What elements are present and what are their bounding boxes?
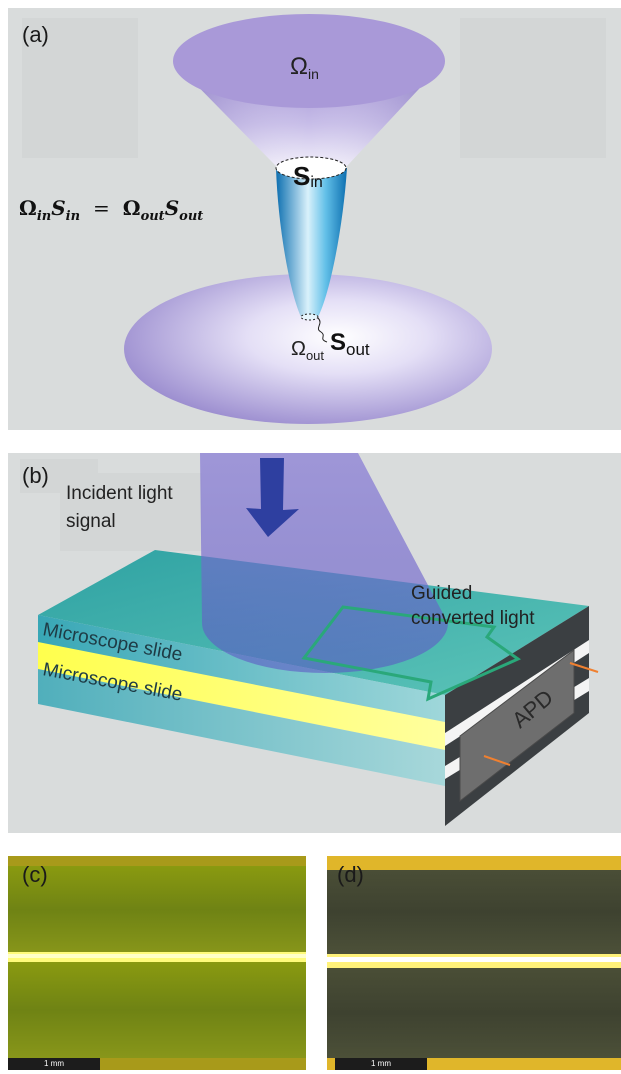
background-block-left [22,18,138,158]
guided-light-label-2: converted light [411,608,535,629]
s-out-leader-line [317,317,328,343]
svg-text:Ωout: Ωout [291,338,324,363]
s-in-aperture [275,156,347,180]
s-out-subscript: out [346,340,370,359]
background-block-right [460,18,606,158]
s-in-subscript: in [310,174,322,191]
micrograph-c [8,856,306,1070]
panel-d-label: (d) [337,862,364,887]
svg-text:Sout: Sout [330,329,370,359]
eq-s-in: S [51,196,66,220]
incident-light-beam [200,453,448,673]
slide-band-top-d [327,870,621,954]
concentrator-tube [276,168,347,317]
slide-illustration: APD Microscope slide Microscope slide Gu… [38,453,599,826]
eq-omega-out-sub: out [140,209,165,224]
omega-out-subscript: out [306,348,324,363]
omega-in-subscript: in [308,66,319,82]
etendue-equation: ΩinSin = ΩoutSout [19,196,203,224]
apd-lead-front [483,755,511,766]
panel-b-slide-detector: APD Microscope slide Microscope slide Gu… [8,453,621,833]
omega-out-label: Ω [291,338,306,360]
eq-equals: = [93,196,110,220]
panel-c-label: (c) [22,862,48,887]
eq-omega-in: Ω [19,196,37,220]
eq-omega-in-sub: in [36,209,52,224]
omega-in-label: Ω [290,53,308,80]
s-out-label: S [330,329,346,356]
panel-a-concentrator: Ωin Sin Sout Ωout (a) [8,8,621,430]
slide-band-top-c [8,866,306,954]
slide-bottom-layer [38,669,445,786]
incident-label-backdrop [60,473,202,551]
panel-d-micrograph: (d) 1 mm [327,856,621,1070]
svg-text:Sin: Sin [293,161,323,191]
apd-detector [459,648,575,803]
slide-band-bottom-d [327,968,621,1058]
s-out-aperture [300,313,319,321]
s-in-label: S [293,161,310,191]
micrograph-d [327,856,621,1070]
scale-bar-c: 1 mm [8,1058,100,1070]
omega-out-disk [124,274,492,424]
incident-light-label: Incident light signal [66,483,173,532]
panel-a-label: (a) [22,22,49,47]
eq-omega-out: Ω [122,196,141,220]
omega-in-top [173,14,445,108]
svg-text:Ωin: Ωin [290,53,319,82]
concentrator-illustration: Ωin Sin Sout Ωout [124,14,492,424]
eq-s-out: S [164,196,180,220]
eq-s-out-sub: out [179,209,204,224]
panel-c-micrograph: (c) 1 mm [8,856,306,1070]
scale-bar-d: 1 mm [335,1058,427,1070]
slide-band-bottom-c [8,962,306,1058]
eq-s-in-sub: in [65,209,81,224]
guided-light-label-1: Guided [411,583,472,604]
fluorescent-layer [38,642,445,750]
guided-light-arrow [301,605,522,702]
apd-lead-back [569,662,599,673]
incident-arrow [246,458,299,537]
panel-b-label: (b) [22,463,49,488]
